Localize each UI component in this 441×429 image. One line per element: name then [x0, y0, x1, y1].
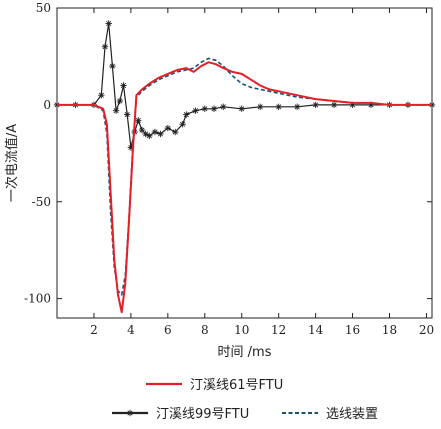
series-point: [210, 105, 218, 112]
legend-item-0: 汀溪线61号FTU: [146, 378, 283, 393]
series-point: [120, 82, 127, 89]
y-tick-label: -50: [32, 195, 51, 209]
series-point: [293, 103, 301, 111]
series-point: [135, 117, 142, 124]
series-point: [179, 121, 186, 128]
series-point: [98, 91, 105, 99]
x-tick-label: 18: [382, 323, 397, 337]
series-point: [157, 130, 164, 138]
y-axis-label: 一次电流值/A: [4, 124, 20, 202]
series-point: [172, 128, 179, 136]
y-tick-label: 0: [43, 98, 51, 112]
x-tick-label: 4: [127, 323, 135, 337]
series-point: [109, 62, 116, 70]
x-tick-label: 6: [164, 323, 172, 337]
series-point: [330, 101, 338, 109]
series-point: [151, 128, 159, 136]
plot-frame: [56, 7, 433, 319]
x-tick-label: 2: [90, 323, 98, 337]
series-group: [53, 20, 436, 314]
series-point: [238, 105, 245, 112]
y-tick-label: 50: [36, 1, 51, 15]
legend-item-2: 选线装置: [282, 407, 378, 422]
series-point: [312, 101, 319, 109]
axis-ticks: 2 4 6 8 10 12 14 16 18 20 50 0 -50 -100: [24, 1, 434, 337]
x-tick-label: 12: [271, 323, 286, 337]
legend-label: 选线装置: [326, 407, 378, 422]
legend-label: 汀溪线99号FTU: [156, 407, 249, 422]
x-tick-label: 14: [308, 323, 324, 337]
x-tick-label: 20: [419, 323, 434, 337]
y-tick-label: -100: [24, 292, 51, 306]
x-tick-label: 8: [201, 323, 209, 337]
x-tick-label: 10: [234, 323, 249, 337]
legend-marker: [126, 409, 134, 417]
series-point: [201, 105, 208, 112]
series-point: [116, 97, 124, 105]
legend-label: 汀溪线61号FTU: [190, 378, 283, 393]
series-point: [123, 111, 131, 118]
series-point: [257, 103, 264, 111]
x-axis-label: 时间 /ms: [218, 345, 272, 360]
series-point: [101, 43, 109, 50]
legend-item-1: 汀溪线99号FTU: [112, 407, 249, 422]
series-line-0: [57, 61, 432, 314]
series-point: [183, 111, 190, 118]
x-tick-label: 16: [345, 323, 360, 337]
series-point: [138, 126, 146, 134]
legend: 汀溪线61号FTU 汀溪线99号FTU 选线装置: [112, 378, 378, 422]
series-point: [192, 107, 199, 114]
series-point: [146, 132, 153, 140]
series-point: [220, 103, 227, 111]
series-line-2: [57, 57, 432, 296]
series-point: [105, 20, 112, 27]
series-point: [164, 124, 172, 132]
series-point: [275, 103, 282, 111]
series-point: [112, 107, 120, 114]
